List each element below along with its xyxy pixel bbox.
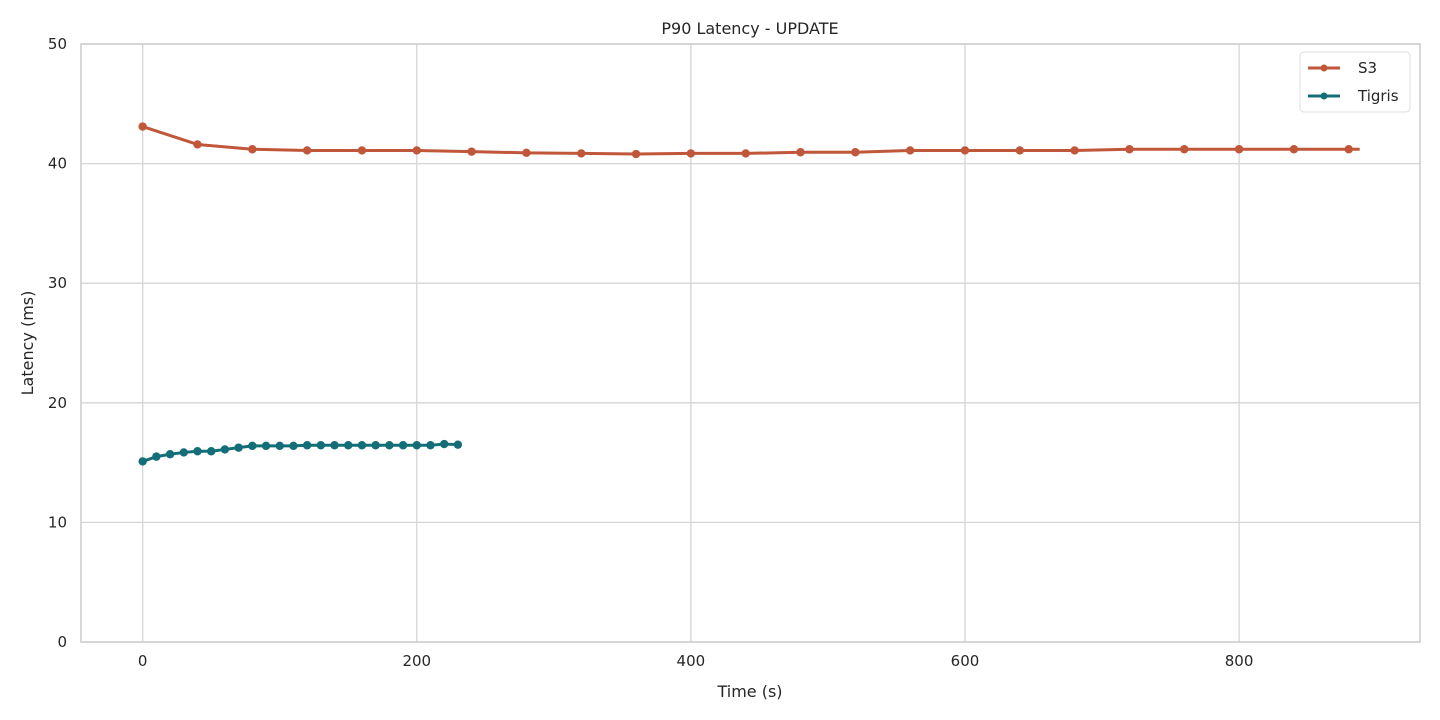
y-axis-ticks: 0 10 20 30 40 50 bbox=[48, 35, 67, 651]
data-point bbox=[1180, 145, 1189, 154]
data-point bbox=[165, 450, 175, 459]
data-point bbox=[275, 441, 284, 451]
y-tick-label: 50 bbox=[48, 35, 67, 53]
data-point bbox=[426, 441, 435, 450]
y-tick-label: 10 bbox=[48, 513, 67, 531]
x-tick-label: 0 bbox=[138, 652, 148, 670]
data-point bbox=[234, 443, 243, 452]
data-point bbox=[289, 441, 298, 451]
data-point bbox=[1070, 146, 1079, 155]
data-point bbox=[741, 149, 750, 158]
y-tick-label: 30 bbox=[48, 274, 67, 292]
data-point bbox=[357, 441, 367, 450]
data-point bbox=[138, 457, 147, 466]
data-point bbox=[439, 439, 449, 449]
data-point bbox=[522, 148, 531, 158]
data-point bbox=[1344, 145, 1353, 154]
x-tick-label: 400 bbox=[677, 652, 706, 670]
x-axis-label: Time (s) bbox=[716, 682, 782, 701]
tigris-marker-icon bbox=[1320, 92, 1328, 100]
data-point bbox=[1234, 145, 1244, 154]
data-point bbox=[796, 148, 805, 157]
data-point bbox=[302, 146, 312, 155]
data-point bbox=[220, 445, 230, 454]
data-point bbox=[316, 441, 326, 450]
series-line-s3 bbox=[142, 125, 1360, 156]
data-point bbox=[412, 146, 421, 155]
plot-area-frame bbox=[80, 43, 1421, 643]
data-point bbox=[152, 452, 161, 461]
data-point bbox=[467, 147, 476, 156]
data-point bbox=[398, 441, 408, 450]
x-tick-label: 600 bbox=[951, 652, 980, 670]
data-point bbox=[1015, 146, 1025, 155]
x-tick-label: 800 bbox=[1225, 652, 1254, 670]
x-axis-ticks: 0 200 400 600 800 bbox=[138, 652, 1254, 670]
data-point bbox=[631, 149, 641, 159]
data-point bbox=[1289, 145, 1299, 154]
data-point bbox=[1125, 145, 1134, 154]
y-axis-label: Latency (ms) bbox=[18, 291, 37, 396]
data-point bbox=[248, 145, 257, 154]
data-point bbox=[261, 441, 271, 451]
data-point bbox=[330, 441, 339, 450]
grid-lines bbox=[81, 43, 1420, 643]
series-line-tigris bbox=[142, 442, 458, 463]
data-point bbox=[193, 447, 202, 456]
data-point bbox=[179, 448, 188, 457]
data-point bbox=[412, 441, 421, 450]
data-point bbox=[453, 440, 463, 449]
legend[interactable]: S3 Tigris bbox=[1299, 51, 1411, 113]
data-point bbox=[960, 146, 970, 155]
y-tick-label: 0 bbox=[57, 633, 67, 651]
data-point bbox=[577, 149, 586, 158]
series-lines bbox=[138, 122, 1360, 466]
chart-title: P90 Latency - UPDATE bbox=[661, 19, 838, 38]
data-point bbox=[206, 447, 216, 456]
data-point bbox=[686, 149, 696, 158]
data-point bbox=[138, 122, 147, 131]
x-tick-label: 200 bbox=[402, 652, 431, 670]
data-point bbox=[193, 140, 202, 149]
data-point bbox=[302, 441, 312, 450]
data-point bbox=[248, 441, 257, 451]
data-point bbox=[385, 441, 394, 450]
data-point bbox=[371, 441, 380, 450]
legend-label-tigris: Tigris bbox=[1357, 87, 1399, 105]
data-point bbox=[344, 441, 353, 450]
data-point bbox=[357, 146, 367, 155]
y-tick-label: 20 bbox=[48, 394, 67, 412]
data-point bbox=[905, 146, 915, 155]
data-point bbox=[851, 148, 860, 157]
s3-marker-icon bbox=[1320, 64, 1328, 72]
legend-label-s3: S3 bbox=[1358, 59, 1377, 77]
y-tick-label: 40 bbox=[48, 155, 67, 173]
